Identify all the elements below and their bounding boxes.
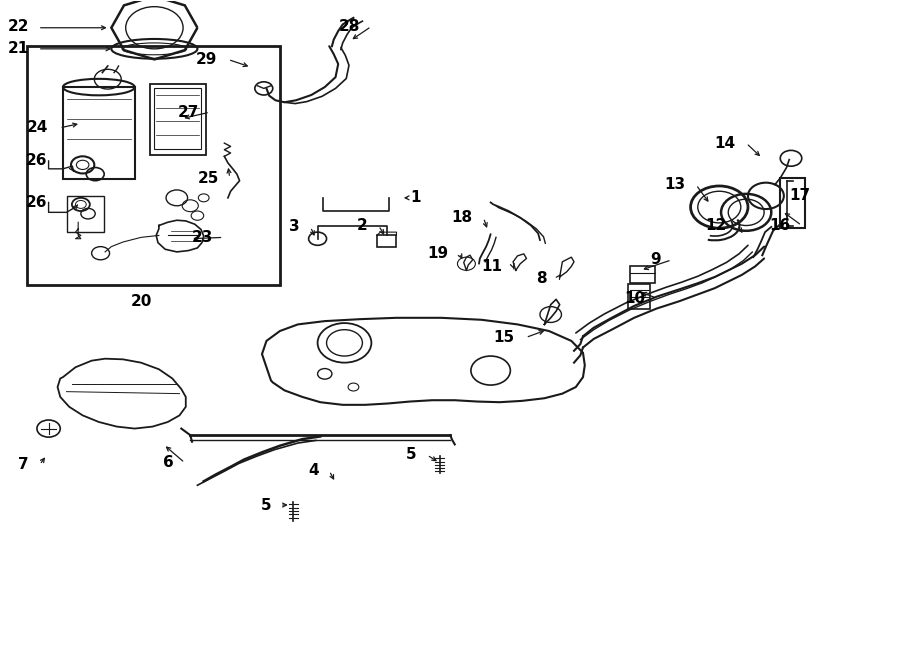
Text: 6: 6 (164, 455, 174, 470)
Text: 22: 22 (7, 19, 29, 34)
Text: 11: 11 (482, 259, 502, 274)
Bar (155, 89, 201, 149)
Bar (27, 46, 280, 285)
Text: 29: 29 (196, 52, 217, 67)
Text: 4: 4 (308, 463, 319, 478)
Text: 17: 17 (789, 189, 810, 203)
Bar (63, 87, 135, 179)
Text: 26: 26 (25, 154, 47, 168)
Text: 20: 20 (130, 294, 151, 309)
Text: 2: 2 (357, 218, 368, 233)
Text: 7: 7 (18, 457, 29, 472)
Bar (377, 236, 397, 248)
Text: 25: 25 (198, 171, 219, 185)
Text: 26: 26 (25, 195, 47, 210)
Text: 12: 12 (706, 218, 726, 233)
Text: 9: 9 (651, 252, 661, 267)
Bar (628, 283, 650, 308)
Text: 18: 18 (452, 210, 472, 225)
Text: 14: 14 (715, 136, 735, 151)
Text: 28: 28 (339, 19, 361, 34)
Text: 21: 21 (7, 41, 29, 56)
Text: 24: 24 (27, 120, 49, 136)
Bar (67, 196, 104, 232)
Text: 5: 5 (260, 498, 271, 512)
Text: 15: 15 (494, 330, 515, 345)
Text: 27: 27 (178, 105, 199, 120)
Text: 3: 3 (289, 219, 300, 234)
Text: 8: 8 (536, 271, 547, 286)
Text: 13: 13 (664, 177, 685, 192)
Text: 19: 19 (428, 246, 448, 261)
Bar (630, 266, 654, 283)
Text: 16: 16 (770, 218, 791, 233)
Text: 10: 10 (625, 291, 646, 306)
Text: 1: 1 (410, 191, 420, 205)
Bar (150, 84, 205, 155)
Circle shape (309, 232, 327, 246)
Bar (780, 178, 806, 228)
Text: 23: 23 (192, 230, 212, 245)
Text: 5: 5 (406, 448, 416, 463)
